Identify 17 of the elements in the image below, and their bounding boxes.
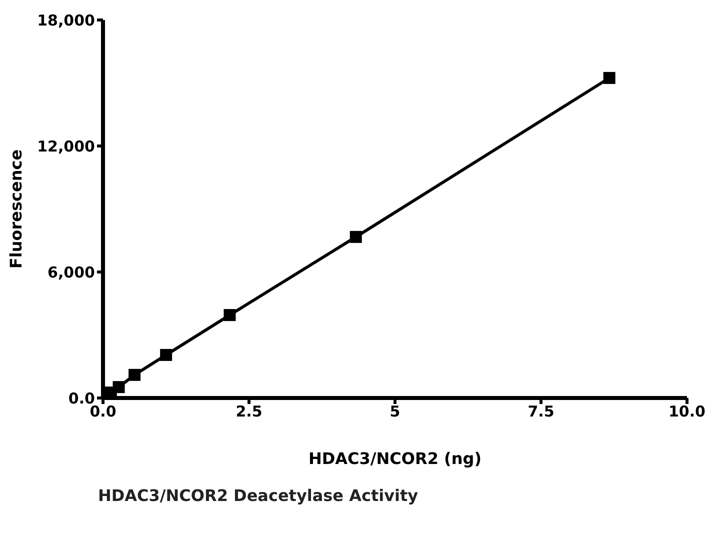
x-tick-label: 7.5: [528, 402, 554, 421]
point: [128, 368, 141, 381]
y-tick-label: 12,000: [37, 137, 95, 156]
x-tick-label: 0.0: [90, 402, 116, 421]
point: [224, 309, 236, 322]
point: [603, 72, 616, 84]
y-tick-label: 18,000: [37, 11, 95, 30]
text: HDAC3/NCOR2 Deacetylase Activity: [98, 486, 420, 505]
x-tick-label: 10.0: [668, 402, 706, 421]
point: [350, 230, 362, 243]
y-axis-title: Fluorescence: [6, 149, 26, 269]
x-tick-label: 5: [390, 402, 400, 421]
point: [160, 348, 172, 361]
x-axis-title: HDAC3/NCOR2 (ng): [308, 449, 482, 468]
y-tick-label: 6,000: [48, 263, 95, 282]
x-tick-label: 2.5: [236, 402, 262, 421]
point: [112, 381, 125, 394]
